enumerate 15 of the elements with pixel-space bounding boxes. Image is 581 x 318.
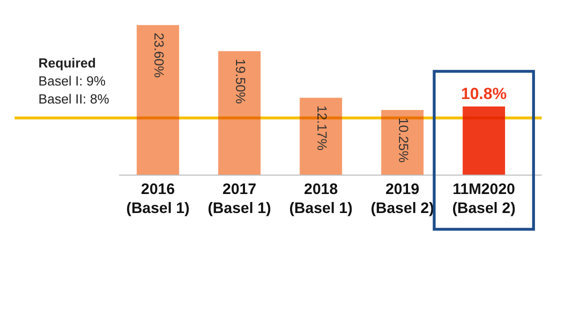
x-tick-label: 2019 (Basel 2): [370, 181, 434, 218]
data-label: 12.17%: [314, 105, 330, 151]
data-label: 23.60%: [151, 32, 166, 78]
bar: [136, 25, 180, 176]
data-label: 10.8%: [461, 84, 507, 103]
bar: [218, 51, 261, 176]
x-tick-label: 2016 (Basel 1): [126, 181, 190, 218]
x-tick-label: 2018 (Basel 1): [289, 181, 353, 218]
bar: [300, 98, 342, 176]
x-tick-label: 11M2020 (Basel 2): [452, 181, 516, 218]
bar: [462, 106, 506, 176]
data-label: 10.25%: [396, 118, 411, 163]
x-tick-label: 2017 (Basel 1): [208, 181, 272, 218]
ref-line-label: Required Basel I: 9% Basel II: 8%: [38, 56, 110, 107]
data-label: 19.50%: [232, 58, 248, 104]
